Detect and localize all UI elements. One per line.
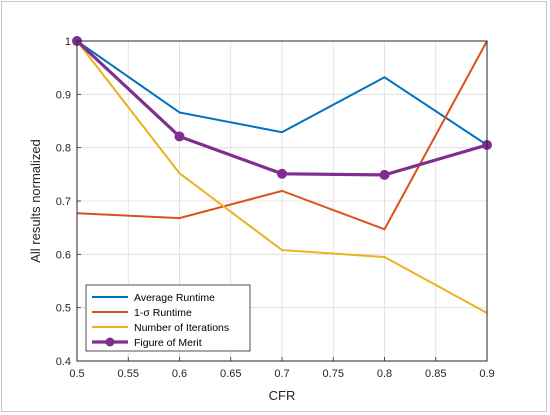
x-tick-label: 0.5 — [69, 368, 84, 380]
x-axis-label: CFR — [269, 388, 296, 403]
legend-label: Number of Iterations — [134, 322, 229, 334]
x-tick-label: 0.6 — [172, 368, 187, 380]
y-tick-label: 0.8 — [56, 143, 71, 155]
y-tick-label: 0.9 — [56, 89, 71, 101]
y-tick-label: 0.4 — [56, 356, 71, 368]
series-line-average-runtime — [76, 40, 488, 146]
y-axis-label: All results normalized — [28, 139, 43, 263]
x-tick-label: 0.65 — [220, 368, 241, 380]
legend: Average Runtime 1-σ Runtime Number of Iter… — [85, 284, 251, 352]
data-point-figure-of-merit — [277, 168, 287, 179]
x-axis-ticks: 0.5 0.55 0.6 0.65 0.7 0.75 0.8 0.85 0.9 — [69, 357, 495, 380]
data-point-figure-of-merit — [379, 169, 390, 180]
legend-label: 1-σ Runtime — [134, 307, 192, 319]
x-tick-label: 0.85 — [425, 368, 446, 380]
x-tick-label: 0.8 — [377, 368, 392, 380]
y-tick-label: 0.7 — [56, 196, 71, 208]
y-axis-ticks: 0.4 0.5 0.6 0.7 0.8 0.9 1 — [56, 36, 81, 368]
y-tick-label: 0.5 — [56, 303, 71, 315]
x-tick-label: 0.55 — [118, 368, 139, 380]
series-line-number-of-iterations — [76, 40, 488, 314]
x-tick-label: 0.7 — [274, 368, 289, 380]
x-tick-label: 0.75 — [323, 368, 344, 380]
y-tick-label: 1 — [65, 36, 71, 48]
x-tick-label: 0.9 — [479, 368, 494, 380]
legend-label: Figure of Merit — [134, 337, 202, 349]
legend-marker-figure-of-merit — [105, 337, 115, 347]
data-point-figure-of-merit — [174, 131, 185, 142]
y-tick-label: 0.6 — [56, 249, 71, 261]
legend-label: Average Runtime — [134, 292, 215, 304]
